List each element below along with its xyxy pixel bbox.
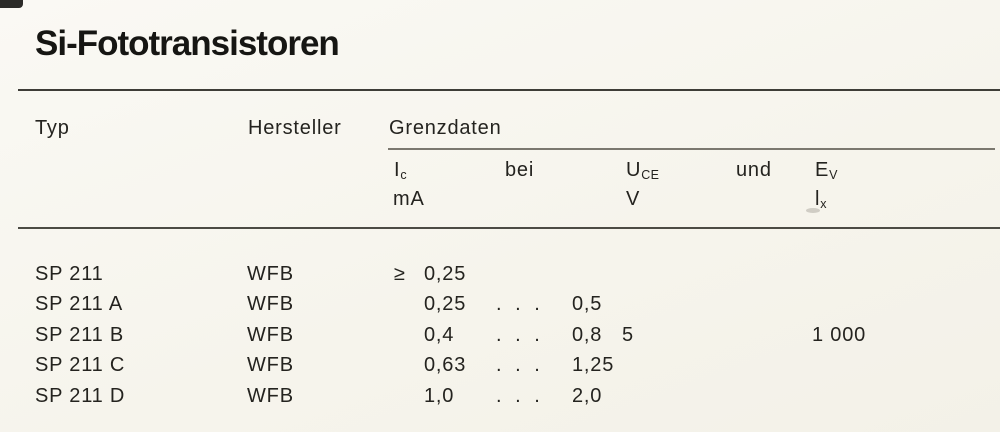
column-header-grenzdaten: Grenzdaten bbox=[389, 117, 502, 139]
ic-cell: 0,63 . . . 1,25 bbox=[394, 354, 614, 377]
typ-cell: SP 211 bbox=[35, 263, 104, 285]
page-title: Si-Fototransistoren bbox=[35, 24, 340, 63]
table-body: SP 211 WFB ≥0,25 SP 211 A WFB 0,25. . .0… bbox=[0, 263, 1000, 415]
table-row: SP 211 D WFB 1,0 . . . 2,0 bbox=[0, 385, 1000, 415]
ev-cell: 1 000 bbox=[812, 323, 867, 346]
ic-subscript: c bbox=[400, 168, 407, 182]
unit-lx: lx bbox=[815, 188, 827, 211]
table-row: SP 211 C WFB 0,63 . . . 1,25 bbox=[0, 354, 1000, 384]
typ-cell: SP 211 D bbox=[35, 384, 126, 407]
ic-high: 0,5 bbox=[572, 293, 603, 316]
ic-cell: ≥0,25 bbox=[394, 263, 572, 286]
typ-cell: SP 211 C bbox=[35, 354, 126, 377]
ic-high: 2,0 bbox=[572, 384, 603, 407]
subheader-ic: Ic bbox=[394, 159, 407, 182]
ic-dots: . . . bbox=[496, 323, 544, 346]
hersteller-cell: WFB bbox=[247, 354, 294, 377]
ic-low: 1,0 bbox=[424, 384, 455, 407]
ic-dots: . . . bbox=[496, 384, 544, 407]
table-row: SP 211 B WFB 0,4 . . . 0,8 5 1 000 bbox=[0, 324, 1000, 354]
ic-low: 0,25 bbox=[424, 293, 467, 316]
ic-low: 0,4 bbox=[424, 323, 455, 346]
subheader-bei: bei bbox=[505, 159, 535, 181]
column-header-typ: Typ bbox=[35, 117, 70, 139]
subheader-uce: UCE bbox=[626, 159, 660, 182]
ic-low: 0,63 bbox=[424, 354, 467, 377]
subheader-ev: EV bbox=[815, 159, 838, 182]
ic-high: 0,8 bbox=[572, 323, 603, 346]
lx-subscript: x bbox=[820, 197, 827, 211]
typ-cell: SP 211 B bbox=[35, 323, 125, 346]
scan-artifact-corner bbox=[0, 0, 23, 8]
uce-subscript: CE bbox=[641, 168, 660, 182]
hersteller-cell: WFB bbox=[247, 293, 294, 316]
typ-cell: SP 211 A bbox=[35, 293, 123, 316]
ic-high: 1,25 bbox=[572, 354, 615, 377]
unit-ma: mA bbox=[393, 188, 425, 210]
header-divider bbox=[18, 227, 1000, 229]
table-row: SP 211 A WFB 0,25 . . . 0,5 bbox=[0, 293, 1000, 323]
ic-low: 0,25 bbox=[424, 263, 467, 285]
hersteller-cell: WFB bbox=[247, 323, 294, 346]
title-divider bbox=[18, 89, 1000, 91]
ic-dots: . . . bbox=[496, 293, 544, 316]
subheader-und: und bbox=[736, 159, 772, 181]
scan-artifact-smudge bbox=[806, 208, 820, 213]
column-header-hersteller: Hersteller bbox=[248, 117, 342, 139]
unit-v: V bbox=[626, 188, 641, 210]
hersteller-cell: WFB bbox=[247, 263, 294, 285]
ic-cell: 0,25 . . . 0,5 bbox=[394, 293, 602, 316]
hersteller-cell: WFB bbox=[247, 384, 294, 407]
grenzdaten-underline bbox=[388, 148, 995, 150]
table-row: SP 211 WFB ≥0,25 bbox=[0, 263, 1000, 293]
ic-prefix: ≥ bbox=[394, 263, 406, 285]
ic-dots: . . . bbox=[496, 354, 544, 377]
uce-cell: 5 bbox=[622, 323, 634, 346]
ev-subscript: V bbox=[829, 168, 838, 182]
ic-cell: 0,4 . . . 0,8 bbox=[394, 324, 602, 347]
ic-cell: 1,0 . . . 2,0 bbox=[394, 385, 602, 408]
